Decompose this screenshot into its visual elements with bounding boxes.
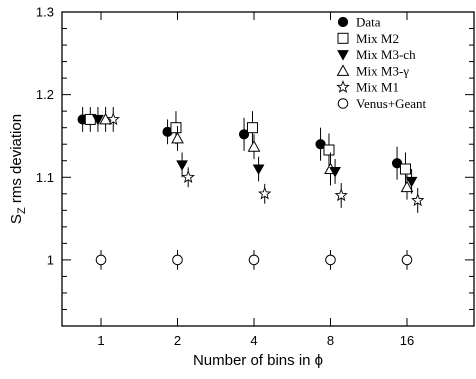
data-point — [329, 166, 341, 178]
y-axis-label-sub: Z — [16, 207, 28, 214]
data-point — [401, 254, 413, 266]
legend-label: Venus+Geant — [356, 96, 427, 111]
x-tick-label: 8 — [327, 333, 334, 348]
data-point — [411, 193, 425, 207]
y-axis-label: SZ rms deviation — [8, 114, 28, 224]
y-axis-label-rest: rms deviation — [8, 114, 25, 207]
data-point — [176, 160, 188, 171]
data-point — [171, 131, 184, 144]
legend-label: Mix M1 — [356, 80, 399, 95]
x-tick-label: 4 — [250, 333, 257, 348]
y-tick-label: 1.3 — [36, 5, 54, 20]
x-tick-label: 1 — [97, 333, 104, 348]
legend-marker — [337, 50, 349, 61]
data-point — [246, 122, 258, 134]
data-point — [258, 186, 272, 200]
data-point — [248, 254, 260, 266]
data-point — [99, 112, 112, 125]
data-point — [238, 129, 250, 140]
data-point — [400, 180, 414, 193]
legend-label: Mix M3-γ — [356, 63, 409, 78]
data-point — [95, 254, 107, 266]
data-point — [405, 176, 418, 188]
legend-label: Mix M2 — [356, 31, 399, 46]
x-tick-label: 16 — [400, 333, 414, 348]
y-tick-label: 1 — [47, 252, 54, 267]
legend-marker — [337, 16, 349, 28]
data-point — [399, 163, 411, 175]
x-tick-label: 2 — [174, 333, 181, 348]
legend-marker — [336, 64, 350, 76]
data-point — [170, 122, 182, 134]
data-point — [334, 188, 348, 202]
x-axis-label: Number of bins in ϕ — [193, 352, 323, 369]
y-tick-label: 1.2 — [36, 87, 54, 102]
data-point — [181, 170, 195, 183]
data-point — [391, 158, 403, 169]
y-axis-label-main: S — [8, 214, 25, 224]
data-point — [315, 139, 326, 150]
legend-marker — [336, 80, 350, 93]
plot-frame — [61, 11, 475, 327]
legend-label: Data — [356, 15, 381, 30]
data-point — [323, 144, 335, 156]
data-point — [92, 114, 104, 126]
data-point — [172, 254, 183, 266]
data-point — [252, 164, 265, 176]
legend-marker — [337, 98, 349, 109]
legend-marker — [337, 32, 349, 44]
data-point — [247, 140, 261, 152]
data-point — [325, 254, 336, 266]
data-point — [106, 112, 120, 126]
legend-label: Mix M3-ch — [356, 47, 416, 62]
y-tick-label: 1.1 — [36, 170, 54, 185]
